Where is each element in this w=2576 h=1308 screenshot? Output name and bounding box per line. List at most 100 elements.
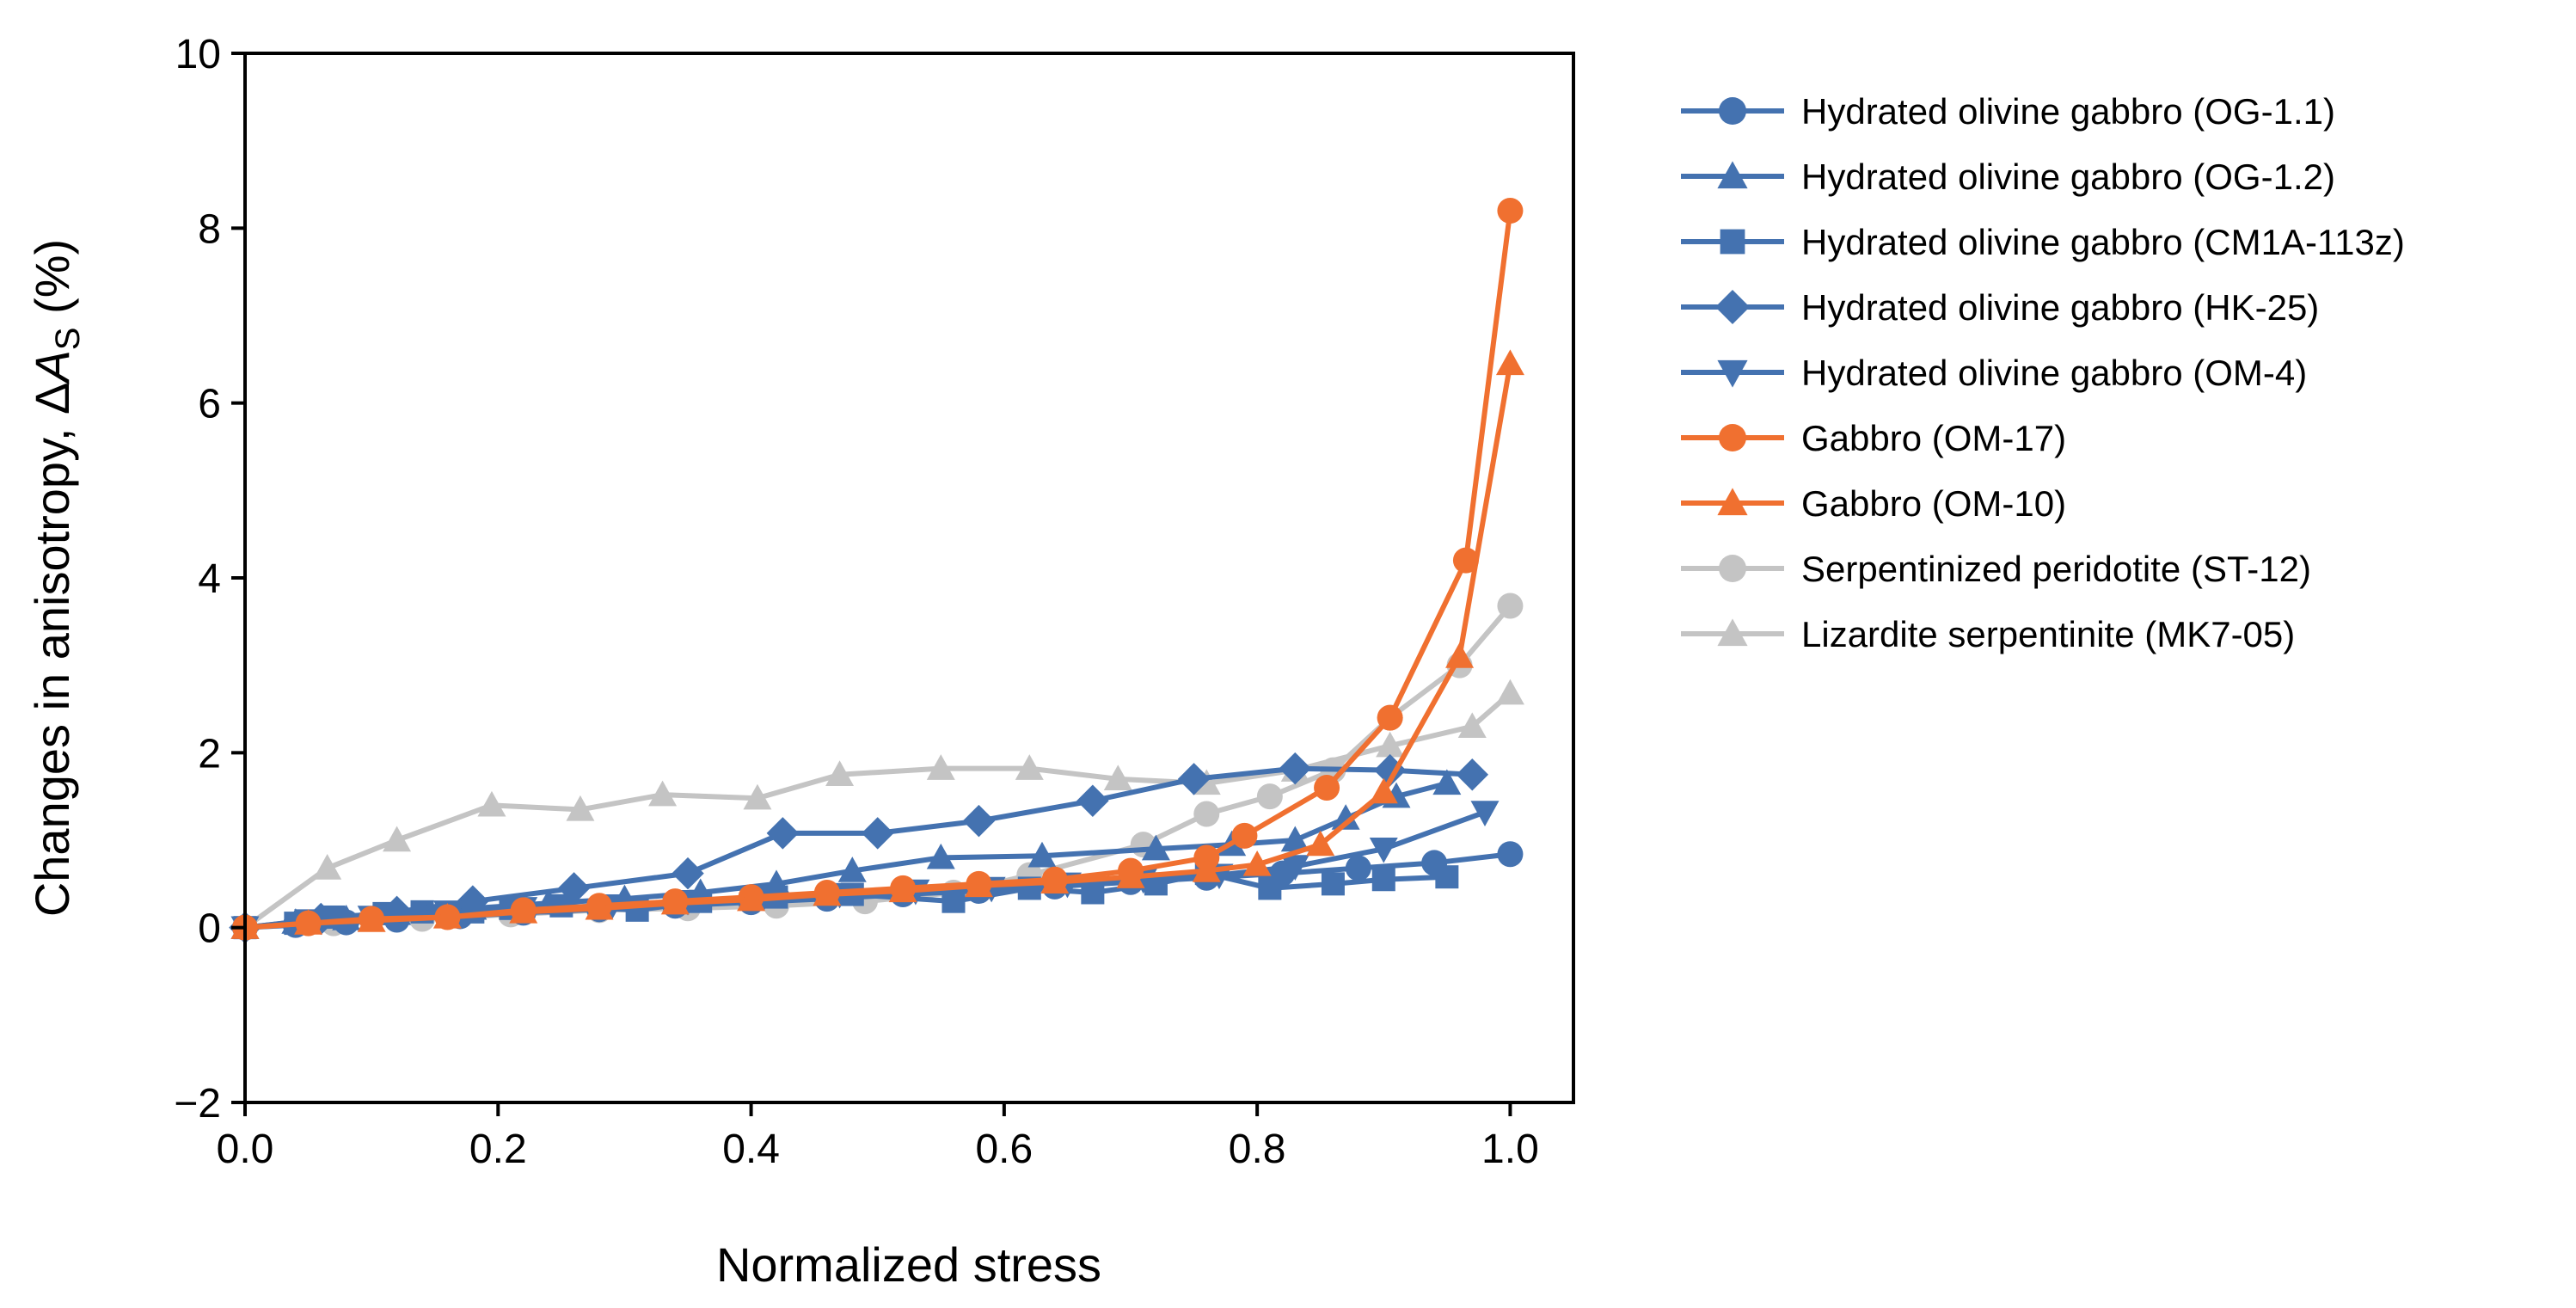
legend-marker bbox=[1717, 618, 1748, 647]
data-point bbox=[1456, 758, 1489, 791]
data-point bbox=[1076, 784, 1109, 817]
legend-entry: Gabbro (OM-10) bbox=[1681, 483, 2066, 524]
data-point bbox=[585, 893, 614, 920]
x-axis-label: Normalized stress bbox=[716, 1237, 1101, 1292]
data-point bbox=[1435, 865, 1459, 889]
x-tick-label: 0.4 bbox=[722, 1127, 780, 1172]
y-tick-label: 2 bbox=[198, 731, 221, 777]
legend-marker bbox=[1717, 488, 1748, 516]
series-6 bbox=[230, 349, 1524, 939]
data-point bbox=[1280, 826, 1309, 852]
legend-marker bbox=[1719, 424, 1746, 451]
series-layer bbox=[229, 198, 1524, 944]
data-point bbox=[648, 780, 678, 807]
series-line bbox=[243, 691, 1512, 930]
data-point bbox=[825, 760, 855, 786]
data-point bbox=[1331, 804, 1360, 830]
legend-marker bbox=[1719, 97, 1746, 125]
data-point bbox=[926, 754, 955, 780]
data-point bbox=[1027, 841, 1057, 868]
y-axis: −2 0 2 4 6 8 10 bbox=[174, 32, 245, 1127]
data-point bbox=[1369, 837, 1398, 863]
y-axis-label-subscript: S bbox=[49, 328, 87, 351]
data-point bbox=[1192, 857, 1221, 882]
legend-label: Gabbro (OM-17) bbox=[1801, 418, 2066, 458]
data-point bbox=[1497, 198, 1524, 224]
data-point bbox=[743, 783, 772, 810]
data-point bbox=[1015, 754, 1044, 780]
y-axis-label: Changes in anisotropy, ΔAS (%) bbox=[25, 239, 87, 917]
legend-label: Hydrated olivine gabbro (HK-25) bbox=[1801, 287, 2319, 328]
data-point bbox=[1371, 868, 1395, 892]
data-point bbox=[432, 902, 462, 929]
y-axis-label-prefix: Changes in anisotropy, Δ bbox=[25, 383, 79, 918]
data-point bbox=[964, 871, 993, 898]
data-point bbox=[1495, 679, 1524, 705]
legend-marker bbox=[1717, 359, 1748, 388]
legend-entry: Hydrated olivine gabbro (HK-25) bbox=[1681, 287, 2319, 328]
data-point bbox=[660, 888, 690, 915]
data-point bbox=[1116, 863, 1145, 888]
y-tick-label: 4 bbox=[198, 556, 221, 602]
legend-label: Lizardite serpentinite (MK7-05) bbox=[1801, 614, 2295, 654]
data-point bbox=[737, 885, 766, 912]
y-tick-label: 10 bbox=[175, 32, 221, 77]
data-point bbox=[1280, 855, 1309, 881]
plot-frame bbox=[243, 52, 1575, 1104]
data-point bbox=[888, 876, 917, 903]
data-point bbox=[1279, 752, 1312, 785]
data-point bbox=[1103, 765, 1132, 791]
data-point bbox=[509, 897, 538, 924]
legend-entry: Hydrated olivine gabbro (OM-4) bbox=[1681, 353, 2307, 393]
data-point bbox=[1470, 801, 1500, 826]
legend-entry: Hydrated olivine gabbro (OG-1.1) bbox=[1681, 91, 2335, 132]
data-point bbox=[294, 909, 323, 935]
data-point bbox=[1141, 834, 1170, 861]
data-point bbox=[1495, 349, 1524, 376]
data-point bbox=[1497, 841, 1524, 868]
y-tick-label: 6 bbox=[198, 382, 221, 427]
data-point bbox=[1445, 642, 1475, 668]
x-tick-label: 1.0 bbox=[1481, 1127, 1539, 1172]
data-point bbox=[1376, 731, 1405, 758]
legend-marker bbox=[1719, 555, 1746, 582]
data-point bbox=[383, 826, 412, 852]
data-point bbox=[1452, 547, 1479, 574]
data-point bbox=[766, 817, 800, 850]
legend-label: Hydrated olivine gabbro (CM1A-113z) bbox=[1801, 222, 2405, 262]
data-point bbox=[477, 790, 506, 817]
data-point bbox=[1177, 763, 1211, 795]
x-axis: 0.0 0.2 0.4 0.6 0.8 1.0 bbox=[217, 1102, 1539, 1172]
data-point bbox=[1258, 876, 1282, 900]
data-point bbox=[1497, 593, 1524, 619]
data-point bbox=[837, 857, 867, 882]
y-tick-label: 0 bbox=[198, 906, 221, 952]
legend-label: Hydrated olivine gabbro (OG-1.2) bbox=[1801, 157, 2335, 197]
data-point bbox=[926, 843, 955, 869]
x-tick-label: 0.8 bbox=[1229, 1127, 1286, 1172]
data-point bbox=[813, 880, 842, 906]
data-point bbox=[1369, 777, 1398, 804]
legend: Hydrated olivine gabbro (OG-1.1) Hydrated… bbox=[1681, 91, 2405, 654]
data-point bbox=[672, 857, 704, 890]
legend-label: Hydrated olivine gabbro (OG-1.1) bbox=[1801, 91, 2335, 132]
data-point bbox=[1314, 775, 1340, 801]
data-point bbox=[357, 906, 386, 932]
data-point bbox=[1231, 822, 1258, 849]
data-point bbox=[1457, 712, 1487, 739]
legend-marker bbox=[1715, 290, 1750, 324]
data-point bbox=[861, 817, 894, 850]
x-tick-label: 0.0 bbox=[217, 1127, 274, 1172]
legend-entry: Gabbro (OM-17) bbox=[1681, 418, 2066, 458]
data-point bbox=[1377, 704, 1403, 731]
data-point bbox=[1432, 769, 1462, 795]
data-point bbox=[1040, 868, 1070, 893]
data-point bbox=[1193, 801, 1220, 827]
data-point bbox=[313, 854, 342, 880]
data-point bbox=[557, 872, 591, 905]
data-point bbox=[1345, 855, 1371, 881]
data-point bbox=[941, 889, 966, 913]
y-axis-label-suffix: (%) bbox=[25, 239, 79, 328]
data-point bbox=[962, 804, 996, 838]
